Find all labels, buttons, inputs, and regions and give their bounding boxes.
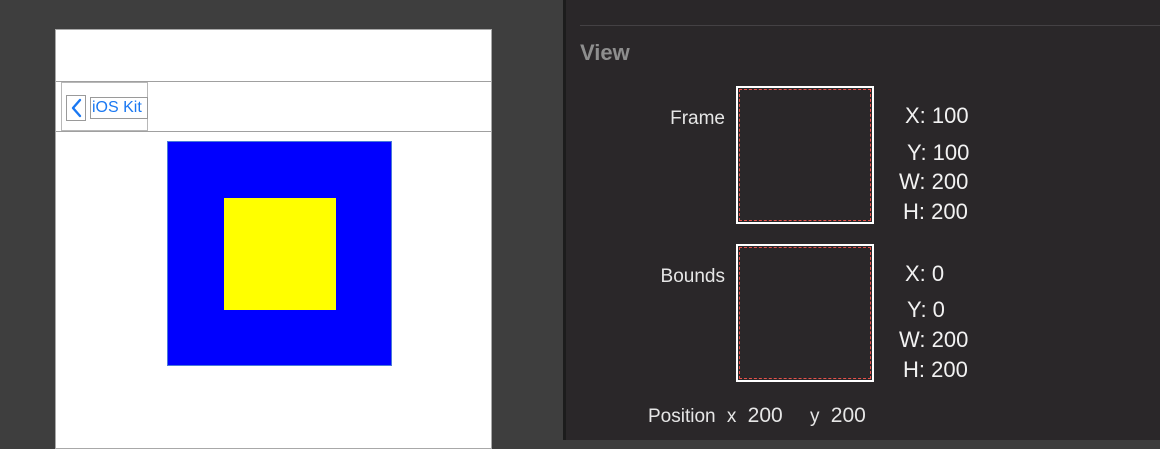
- bounds-y: Y: 0: [907, 297, 945, 322]
- back-button[interactable]: iOS Kit: [61, 82, 148, 131]
- frame-h: H: 200: [903, 199, 968, 224]
- frame-label: Frame: [670, 108, 725, 129]
- bounds-label: Bounds: [660, 266, 725, 287]
- position-x-value: 200: [747, 404, 783, 427]
- bounds-w: W: 200: [899, 327, 969, 352]
- frame-w: W: 200: [899, 169, 969, 194]
- pane-divider[interactable]: [563, 0, 566, 440]
- frame-y: Y: 100: [907, 140, 970, 165]
- position-label: Position: [648, 406, 716, 427]
- chevron-left-icon: [66, 95, 86, 121]
- bounds-h: H: 200: [903, 357, 968, 382]
- position-y-value: 200: [830, 404, 866, 427]
- position-y-label: y: [810, 406, 820, 427]
- separator: [580, 25, 1160, 26]
- frame-preview: [736, 86, 874, 224]
- back-button-label: iOS Kit: [90, 97, 148, 119]
- outer-view[interactable]: [167, 141, 392, 366]
- inspector-panel: View Frame X: 100 Y: 100 W: 200 H: 200 B…: [566, 0, 1160, 440]
- position-x-label: x: [726, 406, 737, 427]
- section-title: View: [580, 40, 630, 65]
- position-row: Position x 200 y 200: [648, 404, 888, 428]
- navigation-bar: iOS Kit: [56, 81, 491, 132]
- device-screen: iOS Kit: [55, 29, 492, 449]
- bounds-x: X: 0: [905, 261, 945, 286]
- canvas-area: iOS Kit: [0, 0, 563, 449]
- frame-x: X: 100: [905, 103, 969, 128]
- bounds-preview: [736, 244, 874, 382]
- inner-view[interactable]: [224, 198, 336, 310]
